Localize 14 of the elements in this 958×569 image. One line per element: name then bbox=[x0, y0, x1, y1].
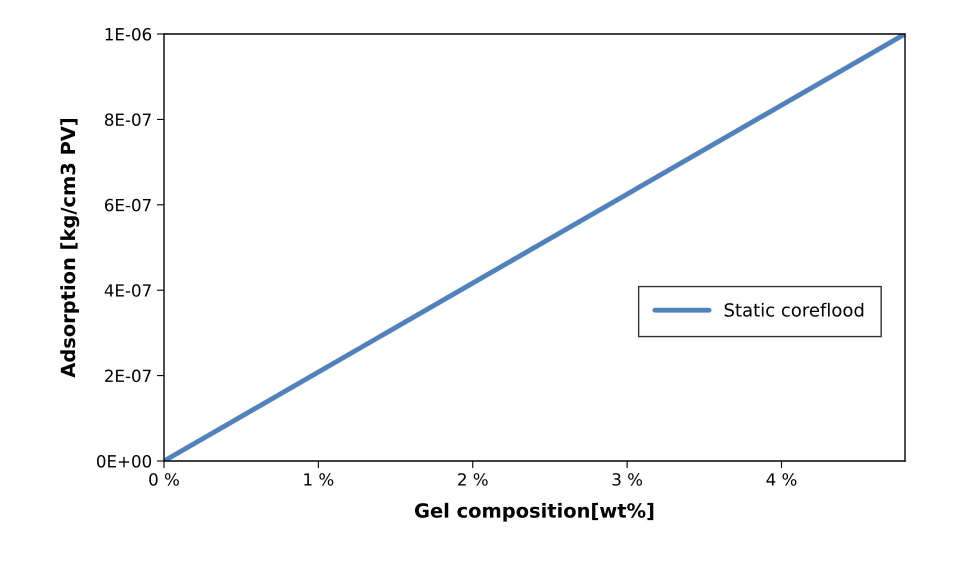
legend-label: Static coreflood bbox=[724, 302, 864, 317]
y-tick-label: 0E+00 bbox=[96, 454, 152, 468]
x-tick-label: 2 % bbox=[458, 473, 488, 486]
x-tick-label: 3 % bbox=[612, 473, 642, 486]
y-tick-label: 6E-07 bbox=[105, 198, 151, 212]
y-tick-label: 2E-07 bbox=[105, 370, 151, 382]
y-tick-label: 1E-06 bbox=[106, 28, 152, 41]
y-tick-label: 8E-07 bbox=[104, 113, 151, 126]
y-tick-label: 4E-07 bbox=[104, 284, 151, 297]
x-tick-label: 0 % bbox=[149, 473, 179, 486]
y-axis-title: Adsorption [kg/cm3 PV] bbox=[60, 118, 80, 378]
x-tick-label: 1 % bbox=[304, 473, 334, 486]
x-tick-label: 4 % bbox=[766, 473, 796, 486]
x-axis-title: Gel composition[wt%] bbox=[415, 502, 654, 522]
